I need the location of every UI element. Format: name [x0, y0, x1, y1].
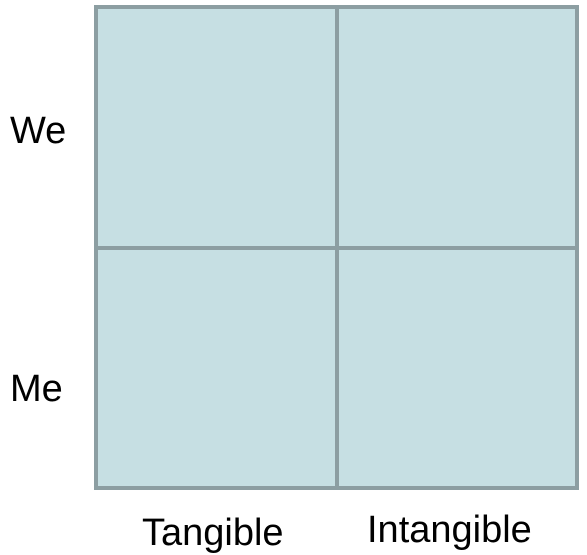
cell-we-tangible	[98, 9, 335, 246]
quadrant-grid	[94, 5, 579, 490]
cell-we-intangible	[338, 9, 575, 246]
cell-me-intangible	[338, 249, 575, 486]
row-label-we: We	[10, 110, 67, 152]
row-label-me: Me	[10, 368, 63, 410]
column-label-intangible: Intangible	[367, 509, 532, 551]
column-label-tangible: Tangible	[142, 512, 284, 554]
cell-me-tangible	[98, 249, 335, 486]
